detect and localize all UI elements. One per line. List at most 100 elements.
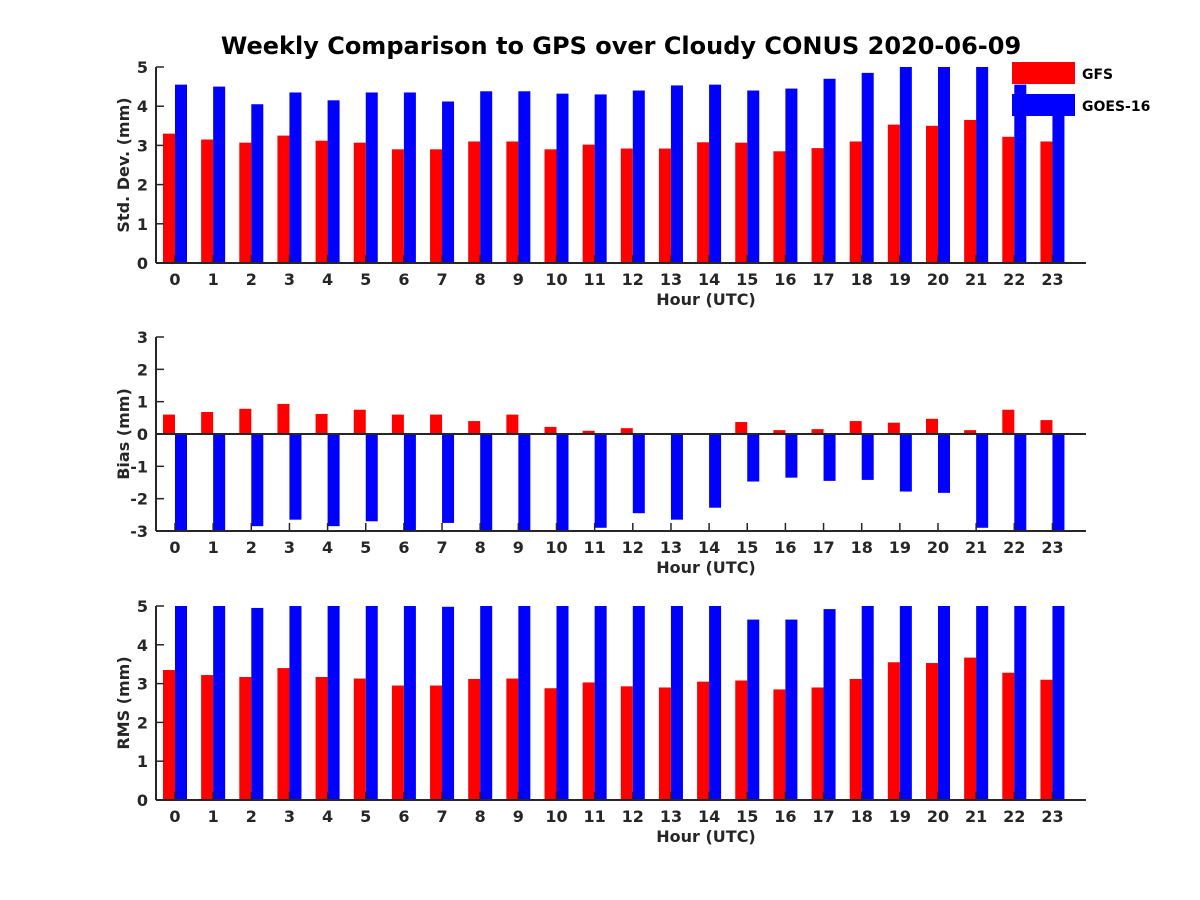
bar-goes-16-hour-23 <box>1052 114 1065 263</box>
bar-gfs-hour-15 <box>735 422 748 434</box>
y-tick-label: 1 <box>137 215 148 234</box>
y-tick-label: 1 <box>137 393 148 412</box>
bar-goes-16-hour-18 <box>861 434 874 480</box>
bar-gfs-hour-10 <box>544 149 557 263</box>
bar-gfs-hour-18 <box>849 678 862 800</box>
y-tick-label: -2 <box>130 490 148 509</box>
y-tick-label: 2 <box>137 176 148 195</box>
bar-gfs-hour-7 <box>430 685 443 800</box>
bar-goes-16-hour-8 <box>480 606 493 800</box>
x-tick-label: 5 <box>360 538 371 557</box>
x-tick-label: 13 <box>660 538 682 557</box>
bar-gfs-hour-15 <box>735 142 748 263</box>
x-tick-label: 0 <box>169 270 180 289</box>
x-axis-label: Hour (UTC) <box>656 827 756 846</box>
bar-gfs-hour-8 <box>468 678 481 800</box>
bar-gfs-hour-21 <box>964 430 977 434</box>
y-tick-label: 4 <box>137 636 148 655</box>
x-tick-label: 22 <box>1003 270 1025 289</box>
bar-goes-16-hour-2 <box>251 607 264 800</box>
x-tick-label: 9 <box>513 807 524 826</box>
bar-goes-16-hour-8 <box>480 434 493 531</box>
x-tick-label: 6 <box>398 807 409 826</box>
bar-goes-16-hour-20 <box>938 606 950 800</box>
bar-goes-16-hour-10 <box>556 434 569 531</box>
bar-gfs-hour-3 <box>277 135 290 263</box>
x-tick-label: 8 <box>475 270 486 289</box>
bar-gfs-hour-5 <box>353 409 366 434</box>
y-axis-label: Bias (mm) <box>114 388 133 480</box>
x-tick-label: 20 <box>927 538 949 557</box>
legend-label: GOES-16 <box>1082 99 1150 115</box>
x-tick-label: 15 <box>736 807 758 826</box>
x-tick-label: 14 <box>698 807 720 826</box>
bar-gfs-hour-17 <box>811 148 824 263</box>
x-tick-label: 2 <box>246 270 257 289</box>
x-tick-label: 1 <box>208 270 219 289</box>
bar-goes-16-hour-11 <box>594 434 607 528</box>
x-tick-label: 13 <box>660 807 682 826</box>
x-tick-label: 23 <box>1041 807 1063 826</box>
bar-gfs-hour-3 <box>277 668 290 800</box>
bar-goes-16-hour-12 <box>632 606 645 800</box>
bar-goes-16-hour-16 <box>785 619 798 800</box>
bar-goes-16-hour-5 <box>365 92 378 263</box>
bar-goes-16-hour-22 <box>1014 606 1027 800</box>
bar-goes-16-hour-10 <box>556 606 569 800</box>
bar-goes-16-hour-0 <box>175 84 187 263</box>
x-tick-label: 7 <box>436 270 447 289</box>
bar-gfs-hour-15 <box>735 680 748 800</box>
x-tick-label: 13 <box>660 270 682 289</box>
bar-goes-16-hour-17 <box>823 78 836 263</box>
legend-swatch-gfs <box>1012 62 1075 84</box>
y-tick-label: 4 <box>137 97 148 116</box>
bar-gfs-hour-23 <box>1040 679 1053 800</box>
bar-gfs-hour-20 <box>926 125 938 263</box>
bar-goes-16-hour-20 <box>938 67 950 263</box>
bar-goes-16-hour-8 <box>480 91 493 263</box>
bar-gfs-hour-22 <box>1002 136 1015 263</box>
bar-gfs-hour-20 <box>926 663 938 800</box>
bar-gfs-hour-19 <box>887 124 900 264</box>
legend: GFS GOES-16 <box>1012 62 1150 116</box>
x-tick-label: 7 <box>436 538 447 557</box>
bar-goes-16-hour-12 <box>632 434 645 514</box>
x-tick-label: 22 <box>1003 538 1025 557</box>
bar-gfs-hour-21 <box>964 657 977 800</box>
bar-gfs-hour-4 <box>315 413 328 434</box>
bar-goes-16-hour-5 <box>365 434 378 522</box>
bar-goes-16-hour-13 <box>670 85 683 263</box>
bar-goes-16-hour-3 <box>289 434 302 520</box>
y-tick-label: 2 <box>137 360 148 379</box>
y-tick-label: 3 <box>137 675 148 694</box>
bar-gfs-hour-4 <box>315 677 328 800</box>
bar-gfs-hour-13 <box>658 148 671 263</box>
bar-goes-16-hour-19 <box>899 67 912 263</box>
x-axis-label: Hour (UTC) <box>656 290 756 309</box>
x-tick-label: 12 <box>622 538 644 557</box>
x-tick-label: 17 <box>812 270 834 289</box>
x-tick-label: 2 <box>246 807 257 826</box>
x-tick-label: 20 <box>927 807 949 826</box>
x-tick-label: 4 <box>322 807 333 826</box>
bar-gfs-hour-9 <box>506 678 519 800</box>
bar-gfs-hour-19 <box>887 422 900 434</box>
x-axis-label: Hour (UTC) <box>656 558 756 577</box>
bar-gfs-hour-7 <box>430 149 443 263</box>
x-tick-label: 2 <box>246 538 257 557</box>
y-tick-label: -1 <box>130 457 148 476</box>
bar-gfs-hour-20 <box>926 418 938 434</box>
x-tick-label: 9 <box>513 538 524 557</box>
x-tick-label: 3 <box>284 807 295 826</box>
bar-goes-16-hour-7 <box>442 606 455 800</box>
bar-goes-16-hour-18 <box>861 606 874 800</box>
legend-label: GFS <box>1082 67 1113 83</box>
bar-gfs-hour-7 <box>430 414 443 434</box>
x-tick-label: 15 <box>736 270 758 289</box>
bar-gfs-hour-16 <box>773 151 786 263</box>
y-axis-label: RMS (mm) <box>114 656 133 749</box>
y-tick-label: 0 <box>137 425 148 444</box>
bar-goes-16-hour-1 <box>213 606 226 800</box>
bar-gfs-hour-14 <box>697 681 710 800</box>
